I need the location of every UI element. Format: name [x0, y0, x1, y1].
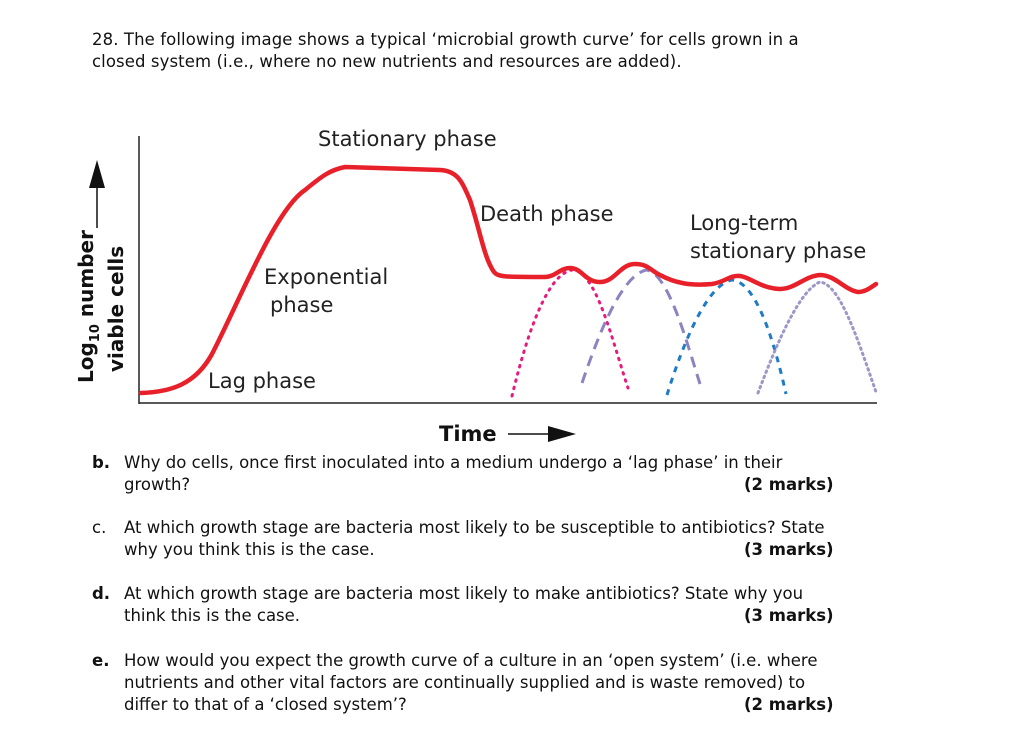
- question-b-line2: growth?: [124, 475, 191, 494]
- label-lag-phase: Lag phase: [208, 369, 316, 393]
- main-growth-curve: [138, 164, 879, 396]
- question-e-line3: differ to that of a ‘closed system’?: [124, 695, 407, 714]
- y-axis-log: Log: [74, 342, 98, 383]
- question-e-line1: How would you expect the growth curve of…: [124, 651, 818, 670]
- y-axis-title-line2: viable cells: [104, 246, 128, 372]
- question-e-line2: nutrients and other vital factors are co…: [124, 673, 806, 692]
- intro-line-1: 28. The following image shows a typical …: [92, 30, 799, 49]
- subpopulation-curve-blue: [665, 278, 788, 396]
- question-e-letter: e.: [92, 651, 110, 670]
- question-e-marks: (2 marks): [744, 695, 834, 714]
- label-exponential-line2: phase: [270, 293, 333, 317]
- x-axis-title: Time: [439, 422, 497, 446]
- question-c-line2: why you think this is the case.: [124, 540, 375, 559]
- question-c-marks: (3 marks): [744, 540, 834, 559]
- question-d-line2: think this is the case.: [124, 606, 301, 625]
- question-intro: 28. The following image shows a typical …: [92, 29, 912, 73]
- subpopulation-curve-gray: [756, 280, 878, 395]
- y-axis-title-line1: Log10 number: [74, 230, 103, 383]
- x-axis-arrow-icon: [508, 426, 576, 442]
- question-d-marks: (3 marks): [744, 606, 834, 625]
- label-death-phase: Death phase: [480, 202, 614, 226]
- label-longterm-line1: Long-term: [690, 211, 798, 235]
- y-axis-number: number: [74, 230, 98, 317]
- subpopulation-curve-purple: [580, 268, 702, 385]
- question-d-line1: At which growth stage are bacteria most …: [124, 584, 804, 603]
- label-exponential-line1: Exponential: [264, 265, 388, 289]
- question-b-marks: (2 marks): [744, 475, 834, 494]
- label-stationary-phase: Stationary phase: [318, 127, 497, 151]
- question-c-text: At which growth stage are bacteria most …: [124, 517, 904, 561]
- subpopulation-curve-pink: [510, 268, 630, 398]
- question-e-text: How would you expect the growth curve of…: [124, 650, 904, 716]
- question-c-line1: At which growth stage are bacteria most …: [124, 518, 825, 537]
- y-axis-subscript: 10: [88, 324, 103, 342]
- question-c-letter: c.: [92, 518, 107, 537]
- svg-text:Log10 number: Log10 number: [74, 230, 103, 383]
- question-d-letter: d.: [92, 584, 111, 603]
- question-b-line1: Why do cells, once first inoculated into…: [124, 453, 783, 472]
- question-b-letter: b.: [92, 453, 111, 472]
- label-longterm-line2: stationary phase: [690, 239, 866, 263]
- y-axis-arrow-icon: [89, 160, 105, 228]
- intro-line-2: closed system (i.e., where no new nutrie…: [92, 52, 682, 71]
- question-d-text: At which growth stage are bacteria most …: [124, 583, 904, 627]
- question-b-text: Why do cells, once first inoculated into…: [124, 452, 904, 496]
- growth-curve-figure: Stationary phase Death phase Long-term s…: [74, 127, 879, 446]
